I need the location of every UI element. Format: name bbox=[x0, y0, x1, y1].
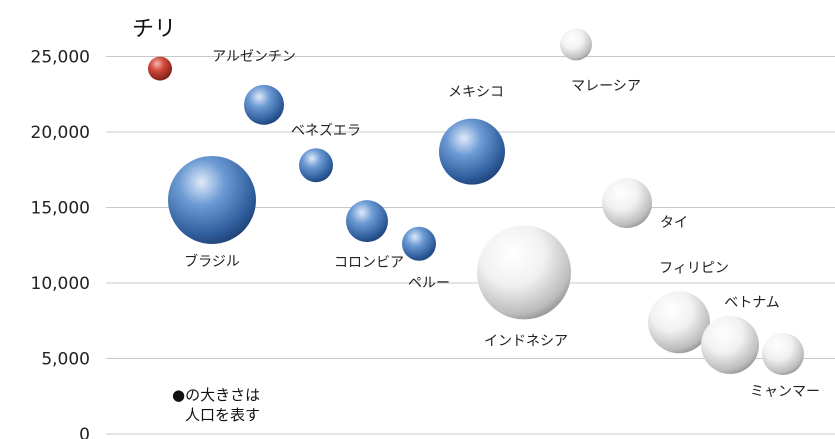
bubble-point bbox=[701, 315, 759, 374]
bubble-point bbox=[244, 84, 284, 125]
bubble-label: フィリピン bbox=[659, 260, 729, 276]
bubble-label: アルゼンチン bbox=[212, 49, 296, 65]
bubble-label: ベネズエラ bbox=[291, 123, 361, 139]
bubble-point bbox=[477, 225, 571, 320]
y-tick-label: 5,000 bbox=[41, 350, 90, 370]
size-note-line-2: 人口を表す bbox=[185, 406, 260, 424]
bubble-point bbox=[439, 118, 505, 185]
bubble-label: メキシコ bbox=[448, 85, 504, 101]
bubble-label: マレーシア bbox=[571, 78, 641, 94]
bubble-point bbox=[648, 291, 710, 354]
bubble-point bbox=[299, 148, 333, 183]
bubble-point bbox=[346, 200, 388, 243]
bubble-point bbox=[560, 28, 592, 61]
bubble-point bbox=[402, 226, 436, 261]
chart-title: チリ bbox=[132, 17, 176, 42]
bubble-label: ブラジル bbox=[184, 253, 240, 270]
bubble-point bbox=[168, 155, 256, 244]
y-axis-ticks: 0 5,000 10,000 15,000 20,000 25,000 bbox=[31, 48, 90, 439]
bubble-label: コロンビア bbox=[334, 255, 404, 271]
y-tick-label: 0 bbox=[79, 425, 90, 439]
bubble-label: ベトナム bbox=[724, 295, 780, 311]
y-tick-label: 20,000 bbox=[31, 123, 90, 143]
size-note-line-1: ●の大きさは bbox=[172, 386, 260, 404]
bubble-point bbox=[602, 177, 652, 228]
bubble-label: ミャンマー bbox=[750, 384, 820, 400]
y-tick-label: 25,000 bbox=[31, 48, 90, 68]
bubbles bbox=[148, 28, 804, 375]
bubble-label: タイ bbox=[660, 215, 688, 231]
bubble-label: インドネシア bbox=[484, 333, 568, 349]
gridlines bbox=[106, 56, 835, 435]
bubble-point bbox=[148, 56, 172, 81]
bubble-label: ペルー bbox=[408, 276, 450, 292]
y-tick-label: 10,000 bbox=[31, 274, 90, 294]
y-tick-label: 15,000 bbox=[31, 199, 90, 219]
bubble-point bbox=[762, 332, 804, 375]
